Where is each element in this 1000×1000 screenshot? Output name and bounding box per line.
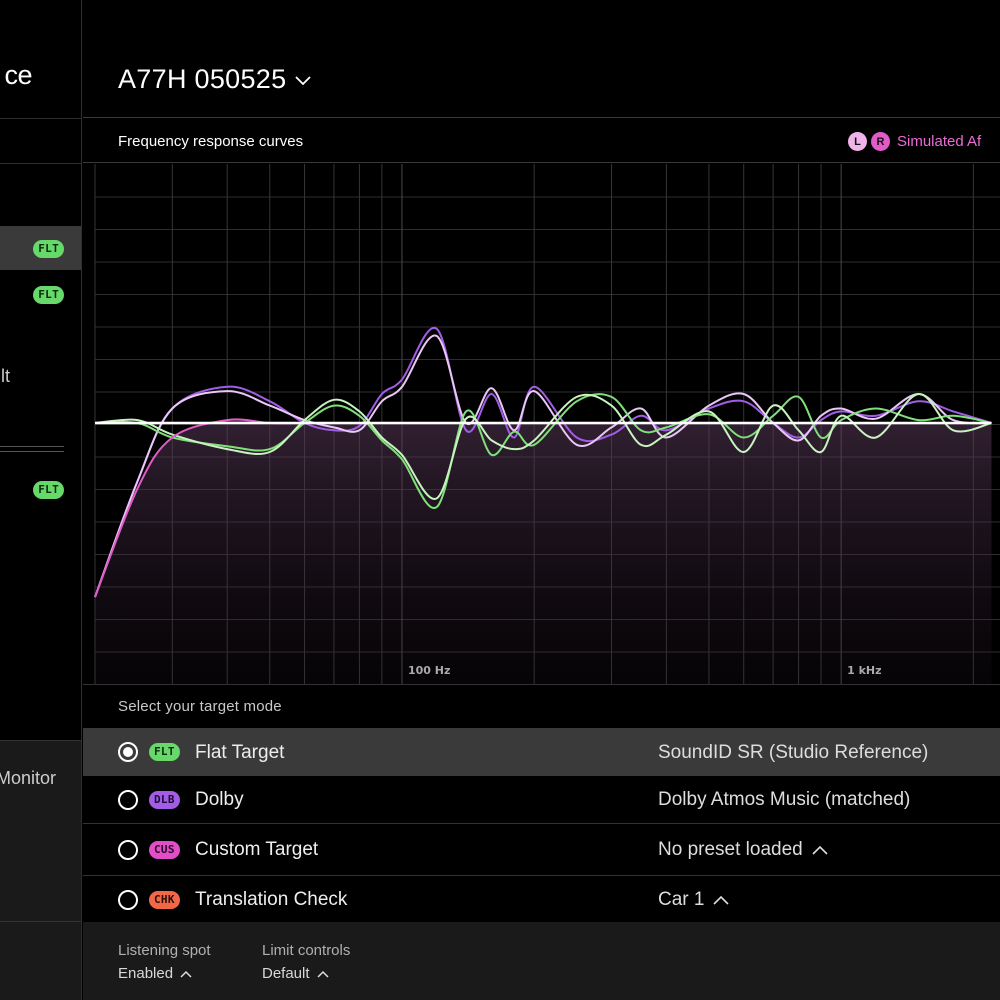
flt-badge: FLT (33, 240, 64, 258)
sidebar-divider (0, 451, 64, 452)
chevron-down-icon (295, 75, 312, 85)
chart-legend[interactable]: L R Simulated Af (848, 132, 981, 151)
app-logo-text: ce (4, 60, 32, 90)
dlb-badge: DLB (149, 791, 180, 809)
target-preset[interactable]: Dolby Atmos Music (matched) (658, 789, 910, 811)
sidebar-item-4[interactable]: FLT (0, 467, 81, 511)
target-name: Dolby (195, 789, 244, 810)
target-name: Translation Check (195, 889, 348, 910)
chevron-up-icon (317, 970, 329, 978)
radio-button[interactable] (118, 840, 138, 860)
chk-badge: CHK (149, 891, 180, 909)
limit-controls-value: Default (262, 965, 310, 982)
monitor-label: Monitor (0, 768, 56, 788)
target-preset-label: No preset loaded (658, 839, 803, 860)
target-row-dolby[interactable]: DLB Dolby Dolby Atmos Music (matched) (83, 776, 1000, 824)
target-row-custom[interactable]: CUS Custom Target No preset loaded (83, 824, 1000, 876)
limit-controls-label: Limit controls (262, 942, 351, 959)
listening-spot-control[interactable]: Listening spot Enabled (118, 942, 211, 982)
cus-badge: CUS (149, 841, 180, 859)
target-preset-label: Dolby Atmos Music (matched) (658, 789, 911, 810)
target-name: Flat Target (195, 742, 285, 763)
listening-spot-label: Listening spot (118, 942, 211, 959)
target-preset-label: SoundID SR (Studio Reference) (658, 742, 929, 763)
chevron-up-icon (713, 895, 730, 905)
target-row-translation[interactable]: CHK Translation Check Car 1 (83, 876, 1000, 923)
target-preset-dropdown[interactable]: Car 1 (658, 889, 730, 911)
sidebar-divider (0, 446, 64, 447)
header: A77H 050525 (83, 38, 1000, 118)
flt-badge: FLT (149, 743, 180, 761)
x-tick-label: 100 Hz (408, 664, 450, 677)
sidebar-footer (0, 922, 81, 1000)
sidebar-divider (0, 163, 81, 164)
radio-button[interactable] (118, 742, 138, 762)
sidebar-item-label: lt (1, 366, 10, 386)
device-name: A77H 050525 (118, 64, 287, 94)
sidebar: ce FLT FLT lt FLT Monitor (0, 0, 82, 1000)
flt-badge: FLT (33, 286, 64, 304)
main-panel: A77H 050525 Frequency response curves L … (83, 0, 1000, 1000)
radio-button[interactable] (118, 790, 138, 810)
series-line-1 (94, 334, 992, 598)
target-name: Custom Target (195, 839, 319, 860)
legend-label: Simulated Af (897, 133, 982, 150)
listening-spot-value: Enabled (118, 965, 174, 982)
x-tick-label: 1 kHz (847, 664, 881, 677)
chart-svg: 100 Hz 1 kHz (94, 164, 1000, 684)
target-mode-section: Select your target mode FLT Flat Target … (83, 684, 1000, 922)
chart-title: Frequency response curves (118, 133, 304, 150)
sidebar-item-1[interactable]: FLT (0, 226, 81, 270)
chart-header: Frequency response curves L R Simulated … (83, 119, 1000, 163)
target-preset[interactable]: SoundID SR (Studio Reference) (658, 742, 928, 764)
target-heading: Select your target mode (118, 698, 282, 715)
footer: Listening spot Enabled Limit controls De… (83, 922, 1000, 1000)
sidebar-item-2[interactable]: FLT (0, 272, 81, 316)
sidebar-divider (0, 118, 81, 119)
sidebar-item-3[interactable]: lt (0, 362, 81, 392)
target-preset-label: Car 1 (658, 889, 705, 910)
chevron-up-icon (812, 845, 828, 855)
target-fill-area (95, 419, 992, 684)
limit-controls-control[interactable]: Limit controls Default (262, 942, 350, 982)
series-line-3 (94, 393, 992, 500)
flt-badge: FLT (33, 481, 64, 499)
left-channel-dot: L (848, 132, 867, 151)
right-channel-dot: R (871, 132, 890, 151)
device-selector[interactable]: A77H 050525 (118, 64, 312, 95)
radio-button[interactable] (118, 890, 138, 910)
sidebar-monitor-panel[interactable]: Monitor (0, 740, 81, 922)
frequency-response-chart: 100 Hz 1 kHz (83, 164, 1000, 684)
chevron-up-icon (180, 970, 192, 978)
target-preset-dropdown[interactable]: No preset loaded (658, 839, 829, 861)
target-row-flat[interactable]: FLT Flat Target SoundID SR (Studio Refer… (83, 728, 1000, 776)
